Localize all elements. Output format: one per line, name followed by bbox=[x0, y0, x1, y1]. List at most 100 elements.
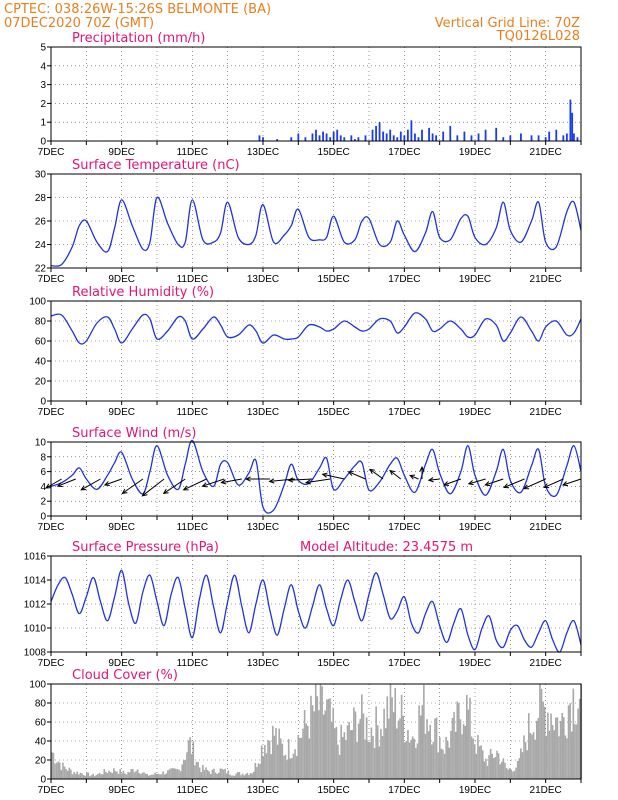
precip-bar bbox=[382, 131, 385, 141]
cloud-bar bbox=[308, 738, 311, 779]
cloud-bar bbox=[286, 760, 288, 779]
y-tick-label: 1014 bbox=[24, 576, 47, 587]
x-tick-label: 13DEC bbox=[247, 522, 279, 533]
cloud-bar bbox=[559, 720, 562, 779]
cloud-bar bbox=[55, 762, 58, 779]
cloud-bar bbox=[305, 723, 307, 779]
cloud-bar bbox=[54, 763, 56, 779]
x-tick-label: 21DEC bbox=[530, 785, 562, 796]
x-tick-label: 15DEC bbox=[318, 274, 350, 285]
precip-bar bbox=[329, 137, 332, 141]
x-tick-label: 19DEC bbox=[459, 658, 491, 669]
cloud-bar bbox=[299, 737, 301, 779]
wind-arrow-head bbox=[80, 485, 87, 491]
cloud-bar bbox=[195, 761, 198, 779]
cloud-bar bbox=[162, 771, 164, 779]
cloud-bar bbox=[392, 712, 395, 779]
cloud-bar bbox=[311, 705, 314, 779]
cloud-bar bbox=[171, 768, 174, 779]
cloud-bar bbox=[225, 773, 228, 779]
cloud-bar bbox=[184, 759, 187, 779]
precip-bar bbox=[569, 99, 572, 141]
cloud-bar bbox=[214, 772, 217, 779]
cloud-bar bbox=[569, 703, 571, 779]
cloud-bar bbox=[265, 753, 268, 779]
cloud-bar bbox=[98, 772, 101, 779]
cloud-bar bbox=[78, 774, 80, 779]
cloud-bar bbox=[534, 739, 536, 779]
precip-bar bbox=[410, 120, 413, 141]
cloud-bar bbox=[512, 771, 514, 779]
x-tick-label: 9DEC bbox=[108, 274, 135, 285]
precip-bar bbox=[562, 135, 565, 141]
cloud-bar bbox=[120, 773, 123, 779]
cloud-bar bbox=[90, 775, 93, 779]
cloud-bar bbox=[445, 736, 447, 779]
x-tick-label: 19DEC bbox=[459, 407, 491, 418]
cloud-bar bbox=[68, 767, 71, 779]
x-tick-label: 13DEC bbox=[247, 658, 279, 669]
precip-bar bbox=[537, 135, 540, 141]
cloud-bar bbox=[411, 736, 414, 779]
cloud-bar bbox=[507, 769, 509, 779]
cloud-bar bbox=[561, 712, 563, 779]
cloud-bar bbox=[419, 715, 422, 779]
cloud-bar bbox=[224, 768, 226, 779]
wind-arrow-head bbox=[268, 478, 275, 484]
wind-arrow-head bbox=[121, 488, 128, 495]
cloud-bar bbox=[230, 775, 233, 779]
cloud-bar bbox=[337, 744, 339, 779]
wind-arrow-head bbox=[389, 469, 395, 476]
x-tick-label: 15DEC bbox=[318, 658, 350, 669]
cloud-bar bbox=[488, 755, 490, 779]
cloud-bar bbox=[194, 765, 196, 779]
cloud-bar bbox=[190, 754, 193, 779]
cloud-bar bbox=[423, 684, 425, 779]
cloud-bar bbox=[564, 735, 567, 779]
cloud-bar bbox=[548, 730, 551, 779]
cloud-bar bbox=[154, 772, 156, 779]
cloud-bar bbox=[66, 770, 69, 779]
cloud-bar bbox=[418, 705, 420, 779]
precip-bar bbox=[544, 137, 547, 141]
wind-arrow bbox=[562, 478, 582, 486]
cloud-bar bbox=[259, 763, 261, 779]
precip-bar bbox=[396, 137, 399, 141]
cloud-bar bbox=[276, 744, 279, 779]
cloud-bar bbox=[343, 732, 346, 779]
x-tick-label: 11DEC bbox=[177, 658, 209, 669]
cloud-bar bbox=[535, 720, 538, 779]
cloud-bar bbox=[516, 760, 519, 779]
cloud-bar bbox=[141, 772, 144, 779]
cloud-bar bbox=[494, 756, 497, 779]
cloud-bar bbox=[578, 698, 581, 779]
wind-arrow bbox=[183, 478, 207, 491]
cloud-bar bbox=[159, 774, 161, 779]
cloud-bar bbox=[515, 767, 517, 779]
cloud-bar bbox=[566, 738, 568, 779]
wind-arrow bbox=[523, 478, 546, 490]
cloud-bar bbox=[367, 741, 370, 779]
wind-panel: 0 2 4 6 8 10 7DEC 9DEC 11DEC 13DEC 15DEC 17DEC 19DEC… bbox=[35, 426, 582, 533]
temperature-panel: 22 24 26 28 30 7DEC 9DEC 11DEC 13DEC 15DEC 17DEC 19… bbox=[35, 158, 582, 285]
precip-bar bbox=[406, 129, 409, 141]
cloud-bar bbox=[394, 687, 397, 779]
wind-arrow bbox=[306, 478, 331, 484]
cloud-bar bbox=[451, 717, 454, 779]
cloud-bar bbox=[227, 770, 230, 779]
wind-line bbox=[50, 439, 582, 514]
cloud-bar bbox=[92, 773, 94, 779]
cloud-bar bbox=[151, 774, 153, 779]
cloud-bar bbox=[475, 753, 478, 779]
cloud-bar bbox=[335, 726, 338, 779]
precip-bar bbox=[456, 135, 459, 141]
precip-bar bbox=[322, 131, 324, 141]
cloud-bar bbox=[181, 764, 183, 779]
cloud-bar bbox=[480, 745, 482, 779]
cloud-bar bbox=[138, 773, 141, 779]
wind-arrow-head bbox=[467, 480, 474, 486]
cloud-bar bbox=[208, 771, 211, 779]
x-tick-label: 11DEC bbox=[177, 522, 209, 533]
cloud-bar bbox=[435, 717, 438, 779]
cloud-bar bbox=[322, 714, 325, 779]
